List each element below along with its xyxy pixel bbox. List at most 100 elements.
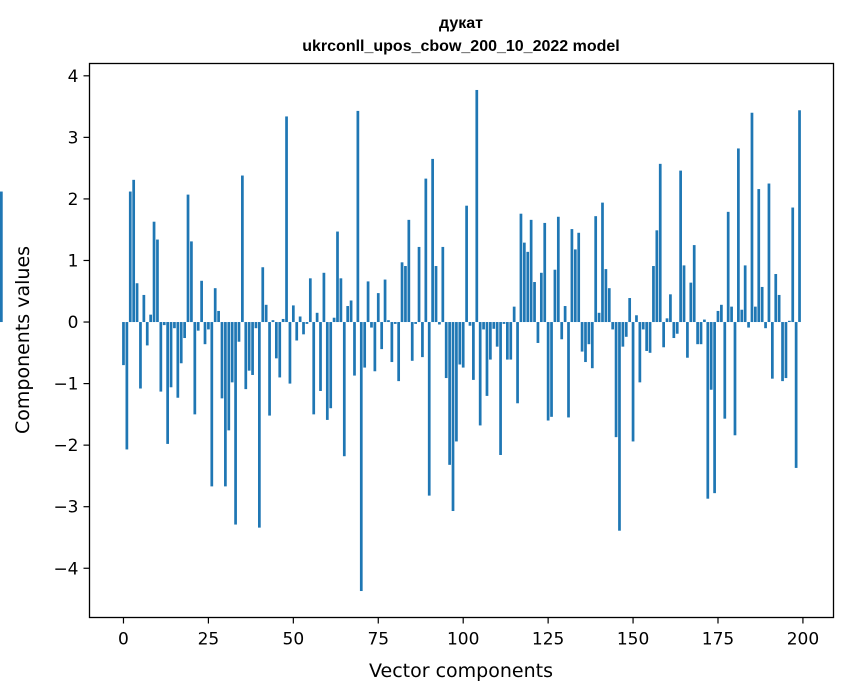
bar	[621, 322, 625, 347]
bar	[288, 322, 292, 384]
bar	[475, 89, 479, 323]
y-tick-label: 3	[68, 128, 79, 148]
bar	[278, 322, 282, 378]
bar	[128, 191, 132, 323]
bar	[190, 241, 193, 323]
bar	[339, 278, 343, 323]
bar	[798, 110, 801, 323]
bar	[271, 320, 275, 323]
bar	[478, 322, 482, 426]
bar	[512, 306, 516, 323]
bar	[387, 320, 390, 323]
bar	[750, 112, 754, 323]
bar	[652, 266, 655, 323]
bar	[706, 322, 710, 499]
bar	[635, 315, 638, 323]
bar	[781, 322, 784, 382]
bar	[502, 322, 506, 324]
bar	[607, 288, 611, 323]
bar	[132, 179, 136, 323]
bar	[611, 322, 615, 330]
bar	[261, 267, 265, 323]
bar	[383, 279, 387, 323]
bar	[349, 300, 353, 323]
bar	[285, 116, 288, 323]
y-axis-label: Components values	[12, 246, 34, 434]
bar	[597, 312, 601, 323]
bar	[461, 322, 465, 368]
y-tick-label: 1	[68, 251, 79, 271]
bar	[754, 306, 757, 323]
bar	[196, 322, 200, 331]
bar	[125, 322, 129, 450]
x-tick-label: 175	[702, 630, 734, 650]
bar	[438, 322, 441, 325]
bar	[560, 322, 564, 340]
bar	[359, 322, 363, 592]
bar	[458, 322, 462, 365]
bar	[444, 322, 448, 379]
bar	[363, 322, 367, 368]
bar	[258, 322, 261, 528]
bar	[370, 322, 373, 328]
bar	[543, 222, 547, 323]
x-tick-label: 150	[617, 630, 649, 650]
bar	[577, 232, 581, 323]
bar	[550, 322, 553, 417]
bar	[784, 322, 788, 379]
bar	[298, 316, 302, 323]
bar	[675, 322, 679, 334]
bar	[516, 322, 519, 404]
bar	[767, 183, 771, 323]
bar	[356, 110, 360, 323]
bar	[254, 322, 258, 329]
bar	[764, 322, 767, 329]
bar	[230, 322, 234, 383]
bar	[519, 213, 523, 323]
bar	[166, 322, 169, 444]
bar	[390, 322, 394, 363]
bar	[455, 322, 458, 442]
bar	[655, 230, 659, 323]
bar	[145, 322, 149, 346]
bar	[689, 282, 693, 323]
bar	[315, 312, 319, 323]
bar	[743, 265, 747, 323]
x-axis: 0 25 50 75 100 125 150 175 200	[118, 617, 819, 650]
bar	[407, 219, 411, 323]
bar	[638, 322, 642, 383]
bar	[274, 322, 278, 359]
bar	[241, 175, 244, 323]
bar	[397, 322, 401, 382]
bar	[716, 310, 720, 323]
bar	[641, 322, 645, 330]
bar	[648, 322, 652, 353]
bar	[237, 322, 241, 342]
x-tick-label: 200	[787, 630, 819, 650]
bar	[448, 322, 451, 465]
y-tick-label: 4	[68, 67, 79, 87]
bar	[183, 322, 186, 339]
bar	[0, 191, 3, 323]
bar	[169, 322, 173, 388]
bar	[567, 322, 570, 418]
bar	[696, 322, 699, 345]
bar	[325, 322, 329, 420]
bar	[590, 322, 594, 369]
bar	[485, 322, 489, 396]
bar	[492, 322, 496, 329]
bar	[614, 322, 618, 438]
bar	[142, 294, 146, 323]
bar	[234, 322, 237, 525]
bar	[346, 306, 350, 323]
x-tick-label: 25	[198, 630, 220, 650]
bar	[522, 242, 526, 323]
bar	[499, 322, 502, 455]
bar	[427, 322, 431, 496]
bar	[563, 306, 567, 323]
y-tick-label: 0	[68, 313, 79, 333]
bar	[645, 322, 649, 351]
bar	[723, 322, 727, 419]
bar	[149, 314, 153, 323]
